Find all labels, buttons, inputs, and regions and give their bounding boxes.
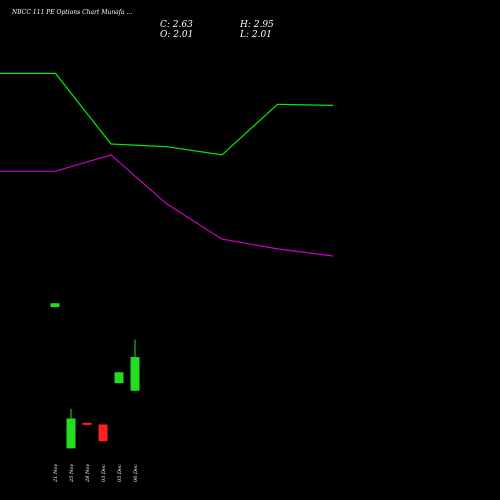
candle-body [98,424,108,442]
candles [50,303,140,449]
x-tick-label: 25 Nov [69,464,75,483]
x-tick-label: 03 Dec [101,464,107,482]
low-value: L: 2.01 [240,30,272,40]
candle-body [130,357,140,391]
x-tick-label: 21 Nov [53,464,59,483]
close-value: C: 2.63 [160,20,193,30]
x-axis-tick-labels: 21 Nov 25 Nov 28 Nov 03 Dec 05 Dec 06 Dec [53,464,139,483]
candle-body [66,418,76,449]
x-tick-label: 06 Dec [133,464,139,482]
open-value: O: 2.01 [160,30,194,40]
high-value: H: 2.95 [240,20,274,30]
candle-body [50,303,60,308]
chart-title: NBCC 111 PE Options Chart Munafa ... [12,9,133,16]
candle-body [114,372,124,384]
indicator-line-1 [0,72,334,156]
indicator-line-2 [0,154,334,257]
x-tick-label: 28 Nov [85,464,91,483]
candle-body [82,422,92,425]
indicator-lines [0,72,334,257]
x-tick-label: 05 Dec [117,464,123,482]
